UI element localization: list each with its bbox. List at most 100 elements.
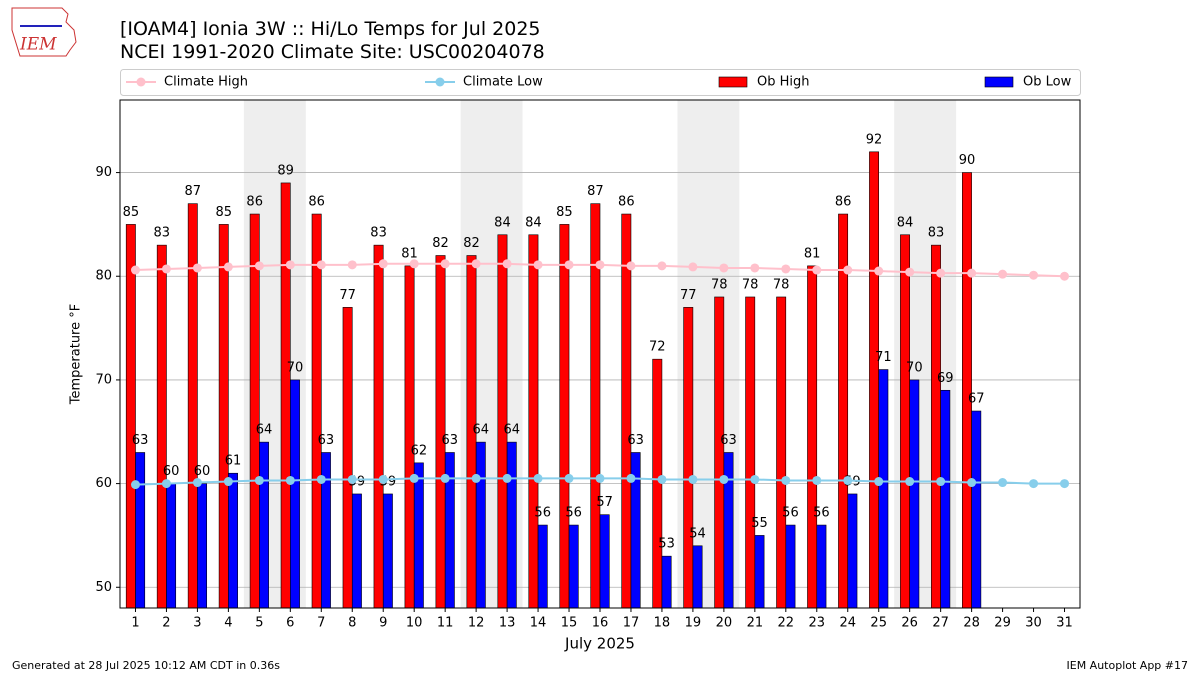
y-tick-label: 50 — [95, 580, 112, 595]
x-tick-label: 23 — [809, 616, 826, 631]
y-axis-label: Temperature °F — [69, 304, 84, 405]
x-tick-label: 11 — [437, 616, 454, 631]
data-label: 56 — [813, 506, 830, 521]
x-tick-label: 13 — [499, 616, 516, 631]
data-label: 53 — [658, 537, 675, 552]
bar — [931, 244, 941, 609]
bar — [962, 172, 972, 609]
data-label: 63 — [442, 433, 459, 448]
data-label: 82 — [432, 236, 449, 251]
climate-marker — [719, 474, 729, 484]
bar — [785, 524, 796, 609]
bar — [754, 535, 765, 609]
bar — [382, 493, 393, 609]
bar — [311, 213, 322, 609]
climate-marker — [192, 263, 202, 273]
climate-marker — [781, 264, 791, 274]
data-label: 56 — [565, 506, 582, 521]
bar — [435, 255, 446, 609]
data-label: 83 — [154, 226, 171, 241]
climate-marker — [1060, 271, 1070, 281]
logo-outline — [11, 7, 77, 57]
x-tick-label: 26 — [901, 616, 918, 631]
climate-marker — [905, 477, 915, 487]
climate-marker — [657, 261, 667, 271]
data-label: 87 — [185, 184, 202, 199]
bar — [776, 296, 787, 609]
legend-label: Climate High — [164, 75, 248, 90]
bar — [807, 265, 818, 609]
x-tick-label: 9 — [379, 616, 387, 631]
climate-marker — [1029, 479, 1039, 489]
data-label: 63 — [627, 433, 644, 448]
bar — [661, 555, 672, 609]
x-tick-label: 10 — [406, 616, 423, 631]
legend-label: Climate Low — [463, 75, 543, 90]
x-tick-label: 7 — [317, 616, 325, 631]
legend-patch — [984, 76, 1014, 88]
climate-marker — [254, 261, 264, 271]
climate-marker — [688, 262, 698, 272]
bar — [249, 213, 260, 609]
x-tick-label: 5 — [255, 616, 263, 631]
data-label: 67 — [968, 392, 985, 407]
climate-marker — [905, 267, 915, 277]
legend-patch — [718, 76, 748, 88]
data-label: 84 — [525, 215, 542, 230]
bar — [218, 224, 229, 609]
x-tick-label: 30 — [1025, 616, 1042, 631]
climate-marker — [812, 475, 822, 485]
data-label: 77 — [680, 288, 697, 303]
climate-marker — [750, 263, 760, 273]
data-label: 85 — [215, 205, 232, 220]
x-tick-label: 24 — [839, 616, 856, 631]
bar — [197, 483, 208, 609]
climate-marker — [378, 474, 388, 484]
data-label: 64 — [256, 423, 273, 438]
data-label: 77 — [339, 288, 356, 303]
y-tick-label: 80 — [95, 269, 112, 284]
bar — [599, 514, 610, 609]
bar — [342, 307, 353, 609]
footer-right: IEM Autoplot App #17 — [1067, 659, 1189, 672]
bar — [537, 524, 548, 609]
x-tick-label: 21 — [747, 616, 764, 631]
bar — [528, 234, 539, 609]
plot-frame — [119, 99, 1081, 609]
x-tick-label: 29 — [994, 616, 1011, 631]
climate-marker — [595, 260, 605, 270]
data-label: 57 — [596, 495, 613, 510]
x-tick-label: 6 — [286, 616, 294, 631]
climate-marker — [161, 479, 171, 489]
data-label: 70 — [906, 360, 923, 375]
data-label: 89 — [277, 163, 294, 178]
legend-marker — [136, 77, 146, 87]
bar — [559, 224, 570, 609]
data-label: 71 — [875, 350, 892, 365]
legend-box — [120, 69, 1081, 96]
x-tick-label: 19 — [685, 616, 702, 631]
climate-marker — [533, 260, 543, 270]
climate-marker — [967, 268, 977, 278]
data-label: 84 — [494, 215, 511, 230]
climate-marker — [502, 473, 512, 483]
data-label: 60 — [194, 464, 211, 479]
climate-marker — [285, 260, 295, 270]
climate-marker — [998, 478, 1008, 488]
climate-marker — [316, 474, 326, 484]
climate-marker — [192, 478, 202, 488]
bar — [869, 151, 880, 609]
logo: IEM — [11, 7, 77, 57]
climate-marker — [316, 260, 326, 270]
bar — [156, 244, 167, 609]
x-tick-label: 15 — [561, 616, 578, 631]
climate-marker — [471, 473, 481, 483]
x-tick-label: 1 — [131, 616, 139, 631]
climate-marker — [967, 478, 977, 488]
x-tick-label: 14 — [530, 616, 547, 631]
data-label: 81 — [804, 246, 821, 261]
data-label: 83 — [370, 226, 387, 241]
data-label: 82 — [463, 236, 480, 251]
x-tick-label: 2 — [162, 616, 170, 631]
